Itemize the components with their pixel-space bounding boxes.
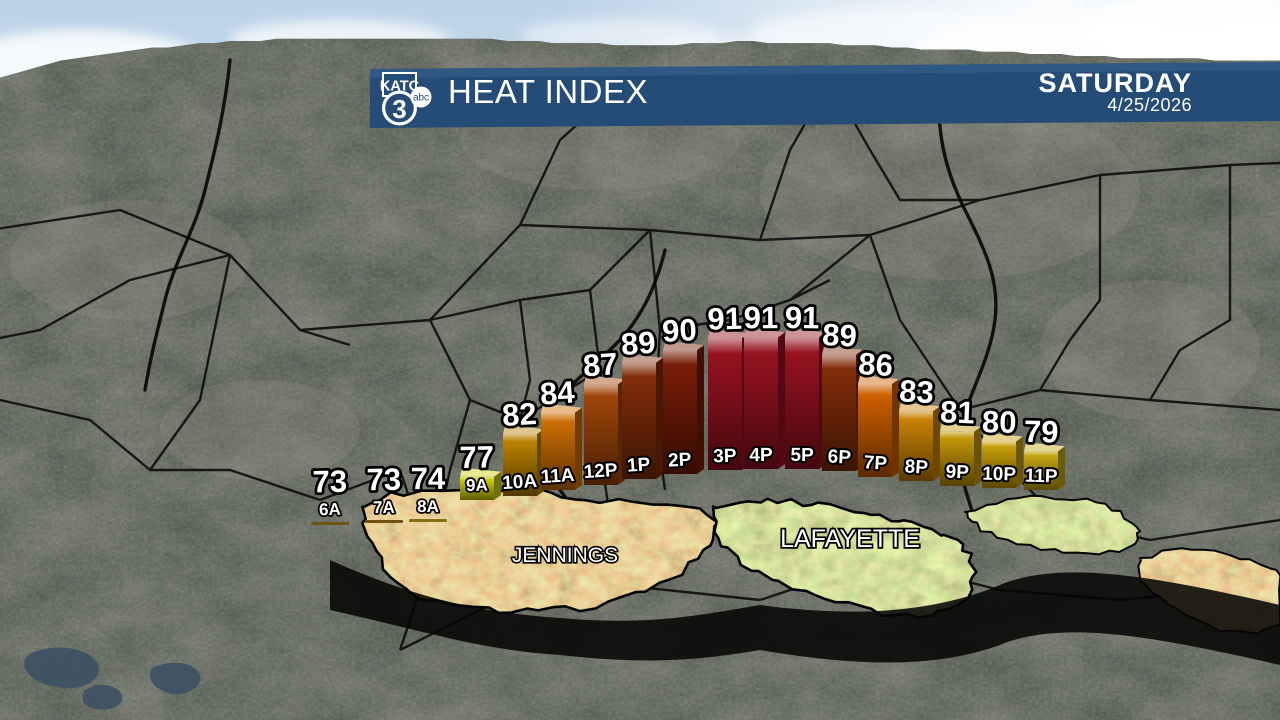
svg-text:90: 90 (661, 312, 697, 349)
svg-text:73: 73 (366, 462, 401, 498)
svg-text:10P: 10P (982, 464, 1017, 486)
svg-text:91: 91 (744, 300, 779, 335)
svg-text:8A: 8A (417, 497, 439, 516)
svg-text:11A: 11A (540, 465, 575, 488)
svg-text:7A: 7A (373, 498, 395, 517)
svg-text:6A: 6A (319, 500, 341, 519)
svg-text:91: 91 (785, 300, 820, 335)
svg-text:87: 87 (582, 346, 619, 383)
svg-text:9P: 9P (945, 462, 969, 484)
svg-text:7P: 7P (863, 452, 888, 474)
svg-text:4P: 4P (749, 445, 773, 466)
svg-text:74: 74 (411, 461, 446, 496)
svg-text:73: 73 (312, 464, 347, 500)
svg-text:84: 84 (539, 374, 577, 411)
svg-text:81: 81 (939, 394, 975, 430)
svg-text:86: 86 (857, 346, 894, 383)
svg-text:9A: 9A (466, 476, 488, 495)
svg-text:79: 79 (1024, 414, 1059, 450)
svg-text:11P: 11P (1025, 466, 1059, 488)
svg-text:80: 80 (982, 404, 1017, 440)
svg-text:10A: 10A (502, 471, 538, 494)
svg-text:5P: 5P (790, 445, 814, 466)
svg-text:1P: 1P (626, 454, 651, 477)
svg-text:12P: 12P (583, 460, 618, 483)
svg-text:89: 89 (821, 317, 857, 354)
svg-text:2P: 2P (668, 449, 693, 471)
svg-text:82: 82 (501, 396, 538, 433)
svg-text:89: 89 (620, 325, 657, 362)
svg-text:91: 91 (707, 301, 743, 337)
svg-text:3P: 3P (713, 446, 737, 468)
svg-text:83: 83 (898, 373, 934, 410)
svg-text:8P: 8P (904, 456, 929, 478)
svg-text:77: 77 (459, 439, 494, 475)
svg-text:6P: 6P (827, 446, 852, 468)
